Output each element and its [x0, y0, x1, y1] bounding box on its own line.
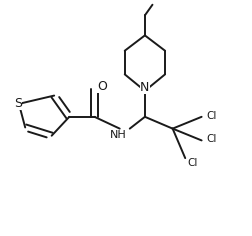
Text: Cl: Cl — [206, 111, 216, 121]
Text: Cl: Cl — [206, 134, 216, 144]
Text: Cl: Cl — [187, 158, 198, 168]
Text: NH: NH — [110, 130, 127, 139]
Text: S: S — [14, 97, 22, 110]
Text: N: N — [140, 81, 150, 94]
Text: O: O — [97, 80, 107, 93]
